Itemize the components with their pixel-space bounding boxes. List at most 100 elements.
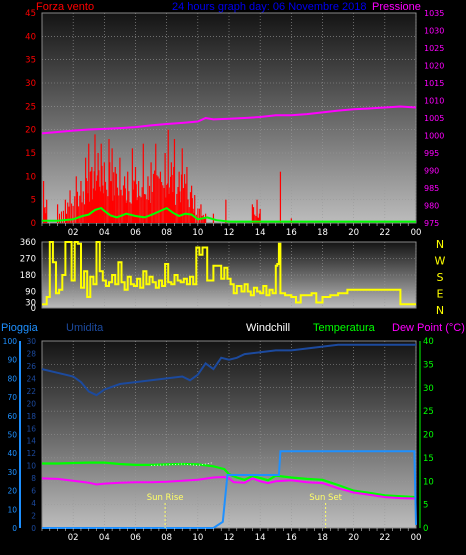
temperature-line [42, 461, 417, 499]
wind-time-tick: 08 [161, 228, 172, 238]
temp-time-tick: 00 [411, 533, 422, 543]
temp-time-tick: 10 [192, 533, 203, 543]
wind-time-tick: 16 [286, 228, 297, 238]
rain-tick: 26 [26, 362, 36, 371]
rain-tick: 6 [31, 487, 36, 496]
rain-tick: 10 [26, 462, 36, 471]
direction-tick: 270 [20, 255, 36, 265]
wind-time-tick: 14 [255, 228, 266, 238]
rain-tick: 20 [26, 399, 36, 408]
compass-letter: N [436, 304, 444, 317]
compass-letter: W [435, 255, 446, 268]
direction-tick: 0 [31, 304, 36, 314]
rain-tick: 24 [26, 374, 36, 383]
humidity-tick: 60 [7, 412, 17, 421]
dew-point-line [41, 475, 417, 500]
humidity-tick: 70 [7, 393, 17, 402]
wind-speed-tick: 30 [25, 79, 36, 89]
pressure-label: Pressione [372, 1, 421, 13]
rain-tick: 18 [26, 412, 36, 421]
temperature-tick: 35 [423, 360, 434, 370]
direction-tick: 90 [25, 288, 36, 298]
dewpoint-label: Dew Point (°C) [392, 322, 465, 334]
wind-speed-tick: 35 [25, 56, 36, 66]
temperature-tick: 15 [423, 454, 434, 464]
humidity-tick: 10 [7, 505, 17, 514]
temp-time-tick: 16 [286, 533, 297, 543]
temp-time-tick: 02 [68, 533, 79, 543]
pressure-tick: 1025 [424, 44, 444, 53]
wind-time-tick: 10 [192, 228, 203, 238]
humidity-tick: 30 [7, 468, 17, 477]
pressure-tick: 975 [424, 219, 439, 228]
direction-tick: 180 [20, 271, 36, 281]
humidity-line [41, 343, 416, 397]
temp-time-tick: 18 [317, 533, 328, 543]
rain-label: Pioggia [1, 322, 38, 334]
humidity-tick: 80 [7, 374, 17, 383]
temperature-tick: 20 [423, 431, 434, 441]
wind-direction-line [41, 241, 416, 306]
wind-speed-tick: 5 [31, 196, 36, 206]
wind-time-tick: 18 [317, 228, 328, 238]
wind-speed-tick: 45 [25, 9, 36, 19]
humidity-tick: 40 [7, 449, 17, 458]
compass-letter: N [436, 238, 444, 251]
pressure-tick: 1005 [424, 114, 444, 123]
pressure-line [41, 105, 417, 135]
temperature-tick: 5 [423, 501, 428, 511]
sun-rise-label: Sun Rise [147, 493, 184, 503]
rain-tick: 22 [26, 387, 36, 396]
wind-pressure-panel: 0510152025303540459759809859909951000100… [25, 9, 444, 238]
wind-speed-tick: 0 [31, 219, 36, 229]
temperature-tick: 40 [423, 337, 434, 347]
pressure-tick: 1020 [424, 62, 444, 71]
temp-time-tick: 20 [348, 533, 359, 543]
temperature-tick: 0 [423, 524, 428, 534]
rain-tick: 2 [31, 512, 36, 521]
pressure-tick: 990 [424, 167, 439, 176]
humidity-tick: 0 [12, 524, 17, 533]
wind-time-tick: 06 [130, 228, 141, 238]
pressure-tick: 1010 [424, 97, 444, 106]
temp-time-tick: 14 [255, 533, 266, 543]
sun-set-label: Sun Set [309, 493, 342, 503]
pressure-tick: 980 [424, 202, 439, 211]
temperature-tick: 10 [423, 477, 434, 487]
rain-tick: 30 [26, 337, 36, 346]
pressure-tick: 1030 [424, 27, 444, 36]
direction-tick: 30 [25, 299, 36, 309]
temp-time-tick: 12 [224, 533, 235, 543]
temperature-label: Temperatura [313, 322, 375, 334]
wind-speed-tick: 40 [25, 32, 36, 42]
pressure-tick: 1035 [424, 9, 444, 18]
humidity-tick: 100 [3, 337, 18, 346]
humidity-tick: 20 [7, 487, 17, 496]
compass-letter: S [437, 271, 444, 284]
temp-time-tick: 06 [130, 533, 141, 543]
rain-tick: 12 [26, 449, 36, 458]
pressure-tick: 1000 [424, 132, 444, 141]
temp-time-tick: 04 [99, 533, 110, 543]
windchill-label: Windchill [246, 322, 291, 334]
pressure-tick: 1015 [424, 79, 444, 88]
rain-tick: 4 [31, 499, 36, 508]
wind-time-tick: 00 [411, 228, 422, 238]
rain-tick: 16 [26, 424, 36, 433]
humidity-tick: 90 [7, 356, 17, 365]
rain-tick: 14 [26, 437, 36, 446]
chart-title: 24 hours graph day: 06 Novembre 2018 [172, 1, 367, 13]
rain-tick: 0 [31, 524, 36, 533]
pressure-tick: 995 [424, 149, 439, 158]
temperature-humidity-panel: 0102030405060708090100024681012141618202… [3, 337, 434, 543]
rain-tick: 8 [31, 474, 36, 483]
temperature-tick: 25 [423, 407, 434, 417]
wind-speed-tick: 20 [25, 126, 36, 136]
wind-time-tick: 04 [99, 228, 110, 238]
rain-line [42, 450, 417, 529]
wind-speed-tick: 10 [25, 172, 36, 182]
wind-time-tick: 12 [224, 228, 235, 238]
rain-tick: 28 [26, 349, 36, 358]
